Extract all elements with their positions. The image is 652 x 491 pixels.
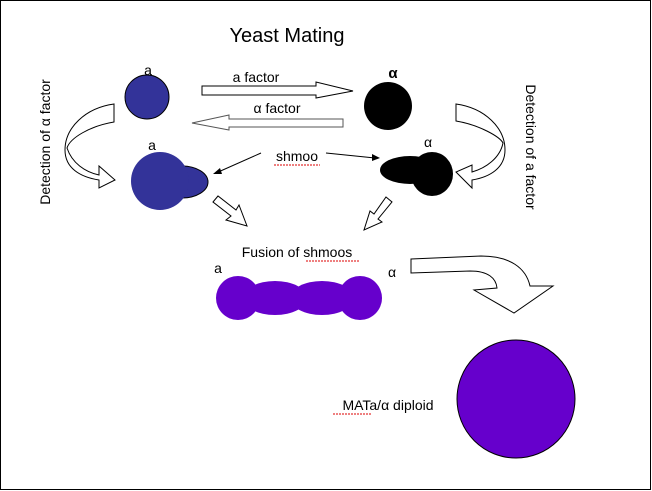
- detection-right-label: Detection of a factor: [523, 84, 539, 210]
- shmoo-pointer-left: [215, 152, 262, 174]
- alpha-factor-label: α factor: [254, 100, 301, 116]
- alpha-cell: [364, 82, 412, 130]
- diploid-curved-arrow: [410, 255, 555, 314]
- fusion-label: Fusion of shmoos: [242, 244, 353, 260]
- a-factor-arrow: [201, 81, 354, 99]
- fused-shmoos: [216, 276, 382, 320]
- cell-a-label: a: [144, 62, 152, 78]
- arrowhead-icon: [213, 168, 222, 174]
- diploid-label: MATa/α diploid: [342, 397, 433, 413]
- shmoo-label: shmoo: [276, 148, 318, 164]
- diploid-cell: [456, 339, 576, 459]
- a-factor-label: a factor: [233, 69, 280, 85]
- fusion-arrow-right: [363, 196, 393, 231]
- fusion-arrow-left: [212, 195, 248, 227]
- arrowhead-icon: [372, 154, 380, 161]
- shmoo-pointer-right: [325, 152, 376, 159]
- shmoo-a-label: a: [148, 137, 156, 153]
- alpha-factor-arrow: [191, 114, 344, 131]
- cell-alpha-label: α: [388, 65, 398, 82]
- a-cell: [124, 74, 170, 120]
- fused-alpha-label: α: [388, 264, 396, 280]
- detection-left-curved-arrow: [64, 103, 116, 189]
- alpha-shmoo-body: [411, 152, 453, 196]
- detection-right-curved-arrow: [455, 103, 506, 190]
- fused-a-label: a: [214, 260, 222, 276]
- shmoo-alpha-label: α: [424, 134, 432, 150]
- diagram-title: Yeast Mating: [230, 25, 345, 47]
- detection-left-label: Detection of α factor: [37, 79, 53, 205]
- a-shmoo-body: [131, 152, 189, 210]
